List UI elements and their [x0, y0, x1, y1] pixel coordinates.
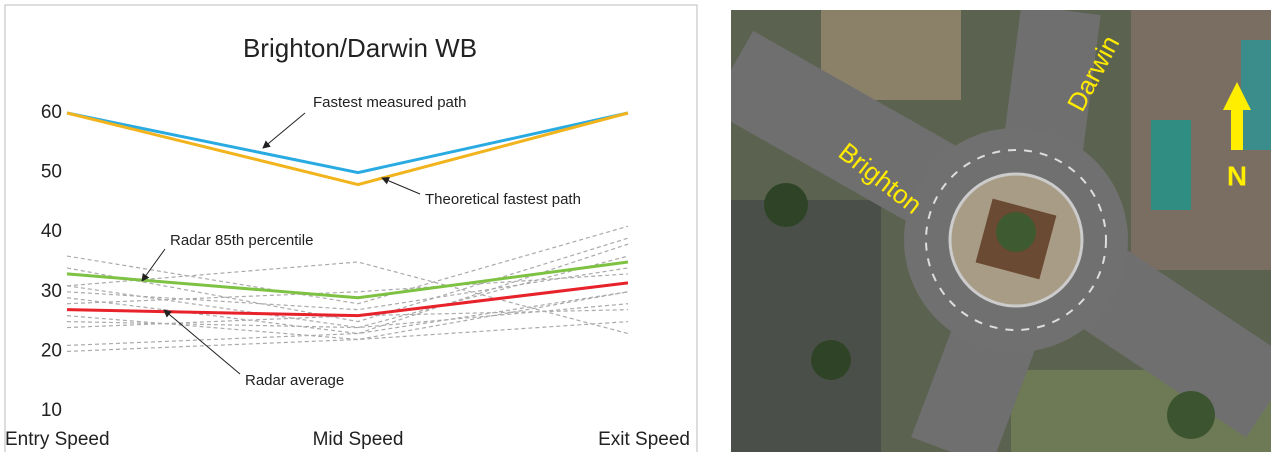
parking-lot — [731, 200, 881, 452]
series-line — [66, 111, 629, 187]
roof — [1151, 120, 1191, 210]
annotation-arrow — [141, 248, 166, 282]
radar-line — [66, 309, 629, 329]
chart-title: Brighton/Darwin WB — [243, 33, 477, 63]
y-tick-label: 60 — [41, 102, 62, 123]
y-tick-label: 30 — [41, 281, 62, 302]
radar-line — [66, 225, 629, 305]
series-line — [66, 260, 629, 300]
north-label: N — [1227, 160, 1247, 191]
annotation-arrow — [381, 177, 421, 195]
tree — [764, 183, 808, 227]
tree — [996, 212, 1036, 252]
tree — [811, 340, 851, 380]
x-tick-label: Mid Speed — [313, 429, 404, 450]
y-tick-label: 20 — [41, 340, 62, 361]
y-tick-label: 50 — [41, 162, 62, 183]
annotation-arrow — [262, 112, 306, 149]
annotation: Fastest measured path — [313, 94, 466, 111]
annotation: Radar average — [245, 372, 344, 389]
radar-line — [66, 261, 629, 335]
tree — [1167, 391, 1215, 439]
radar-line — [66, 273, 629, 305]
annotation: Radar 85th percentile — [170, 232, 313, 249]
y-tick-label: 10 — [41, 400, 62, 421]
lane-marking — [925, 149, 1107, 331]
north-arrow — [1223, 82, 1251, 150]
annotation: Theoretical fastest path — [425, 191, 581, 208]
aerial-map: Brighton Darwin N — [731, 10, 1271, 452]
annotation-arrow — [163, 309, 241, 375]
chart-frame — [4, 4, 698, 452]
roof — [1241, 40, 1271, 150]
x-tick-label: Exit Speed — [598, 429, 690, 450]
y-tick-label: 40 — [41, 221, 62, 242]
series-line — [66, 111, 629, 175]
chart: Brighton/Darwin WB 10 20 30 40 50 60 Entry Spe… — [4, 4, 698, 452]
radar-line — [66, 321, 629, 352]
x-tick-label: Entry Speed — [5, 429, 110, 450]
radar-line — [66, 237, 629, 323]
